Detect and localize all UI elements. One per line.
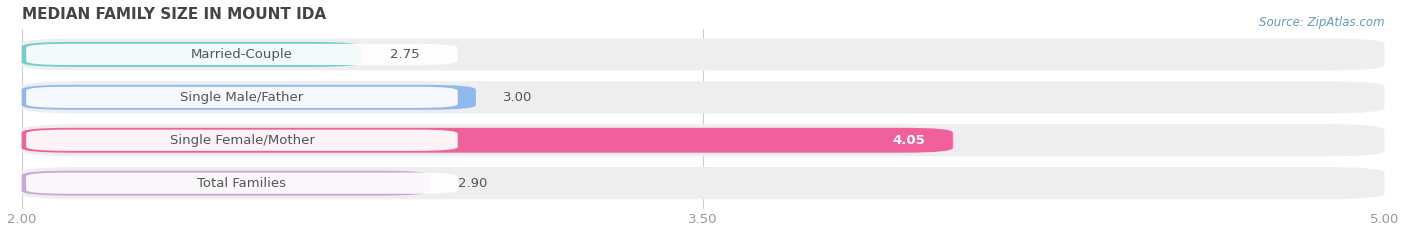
FancyBboxPatch shape: [21, 171, 430, 195]
FancyBboxPatch shape: [21, 42, 363, 67]
Text: 4.05: 4.05: [893, 134, 925, 147]
FancyBboxPatch shape: [21, 167, 1385, 199]
Text: MEDIAN FAMILY SIZE IN MOUNT IDA: MEDIAN FAMILY SIZE IN MOUNT IDA: [21, 7, 326, 22]
FancyBboxPatch shape: [21, 124, 1385, 156]
FancyBboxPatch shape: [27, 44, 458, 65]
FancyBboxPatch shape: [27, 130, 458, 151]
Text: Married-Couple: Married-Couple: [191, 48, 292, 61]
FancyBboxPatch shape: [21, 81, 1385, 113]
FancyBboxPatch shape: [21, 85, 475, 110]
FancyBboxPatch shape: [27, 87, 458, 108]
Text: Single Male/Father: Single Male/Father: [180, 91, 304, 104]
Text: Source: ZipAtlas.com: Source: ZipAtlas.com: [1260, 16, 1385, 29]
Text: 2.90: 2.90: [458, 177, 486, 190]
Text: Single Female/Mother: Single Female/Mother: [170, 134, 315, 147]
FancyBboxPatch shape: [27, 173, 458, 194]
FancyBboxPatch shape: [21, 128, 953, 153]
Text: 3.00: 3.00: [503, 91, 533, 104]
FancyBboxPatch shape: [21, 38, 1385, 71]
Text: 2.75: 2.75: [389, 48, 419, 61]
Text: Total Families: Total Families: [197, 177, 287, 190]
